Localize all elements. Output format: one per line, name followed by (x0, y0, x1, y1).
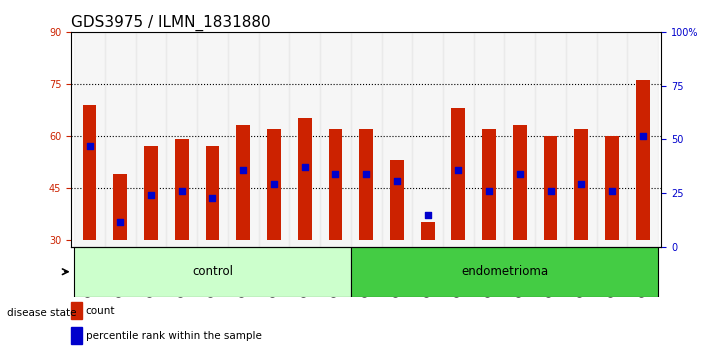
Bar (382, 32, 412, 247)
Bar (74, 247, 351, 297)
Text: endometrioma: endometrioma (461, 265, 548, 278)
Point (360, 171, 372, 177)
Point (84, 143, 95, 149)
Bar (627, 32, 658, 247)
Point (330, 171, 341, 177)
Bar (351, 32, 382, 247)
Point (207, 195, 218, 201)
Bar (544, 136, 557, 240)
Bar (443, 32, 474, 247)
Point (299, 164, 311, 170)
Bar (390, 160, 404, 240)
Point (237, 167, 249, 173)
Bar (236, 125, 250, 240)
Bar (82, 105, 97, 240)
Point (576, 182, 587, 187)
Bar (574, 129, 588, 240)
Bar (566, 32, 597, 247)
Bar (351, 247, 658, 297)
Text: GDS3975 / ILMN_1831880: GDS3975 / ILMN_1831880 (71, 14, 271, 30)
Text: percentile rank within the sample: percentile rank within the sample (86, 331, 262, 341)
Bar (597, 32, 627, 247)
Bar (482, 129, 496, 240)
Bar (636, 80, 650, 240)
Bar (259, 32, 289, 247)
Point (637, 133, 648, 139)
Text: control: control (192, 265, 233, 278)
Bar (421, 222, 434, 240)
Bar (144, 146, 158, 240)
Text: count: count (86, 306, 115, 316)
Bar (412, 32, 443, 247)
Bar (105, 32, 136, 247)
Point (422, 213, 433, 218)
Text: disease state: disease state (7, 308, 77, 318)
Bar (328, 129, 342, 240)
Point (268, 182, 279, 187)
Bar (71, 327, 82, 344)
Bar (320, 32, 351, 247)
Bar (166, 32, 197, 247)
Point (391, 178, 402, 184)
Point (606, 188, 618, 194)
Bar (136, 32, 166, 247)
Bar (267, 129, 281, 240)
Bar (228, 32, 259, 247)
Bar (474, 32, 505, 247)
Bar (74, 32, 105, 247)
Bar (605, 136, 619, 240)
Point (453, 167, 464, 173)
Bar (113, 174, 127, 240)
Point (176, 188, 188, 194)
Point (514, 171, 525, 177)
Point (483, 188, 495, 194)
Bar (205, 146, 220, 240)
Bar (535, 32, 566, 247)
Bar (513, 125, 527, 240)
Point (114, 219, 126, 225)
Bar (71, 302, 82, 319)
Point (545, 188, 556, 194)
Bar (197, 32, 228, 247)
Bar (451, 108, 465, 240)
Bar (359, 129, 373, 240)
Bar (175, 139, 188, 240)
Point (145, 192, 156, 198)
Bar (505, 32, 535, 247)
Bar (298, 119, 311, 240)
Bar (289, 32, 320, 247)
